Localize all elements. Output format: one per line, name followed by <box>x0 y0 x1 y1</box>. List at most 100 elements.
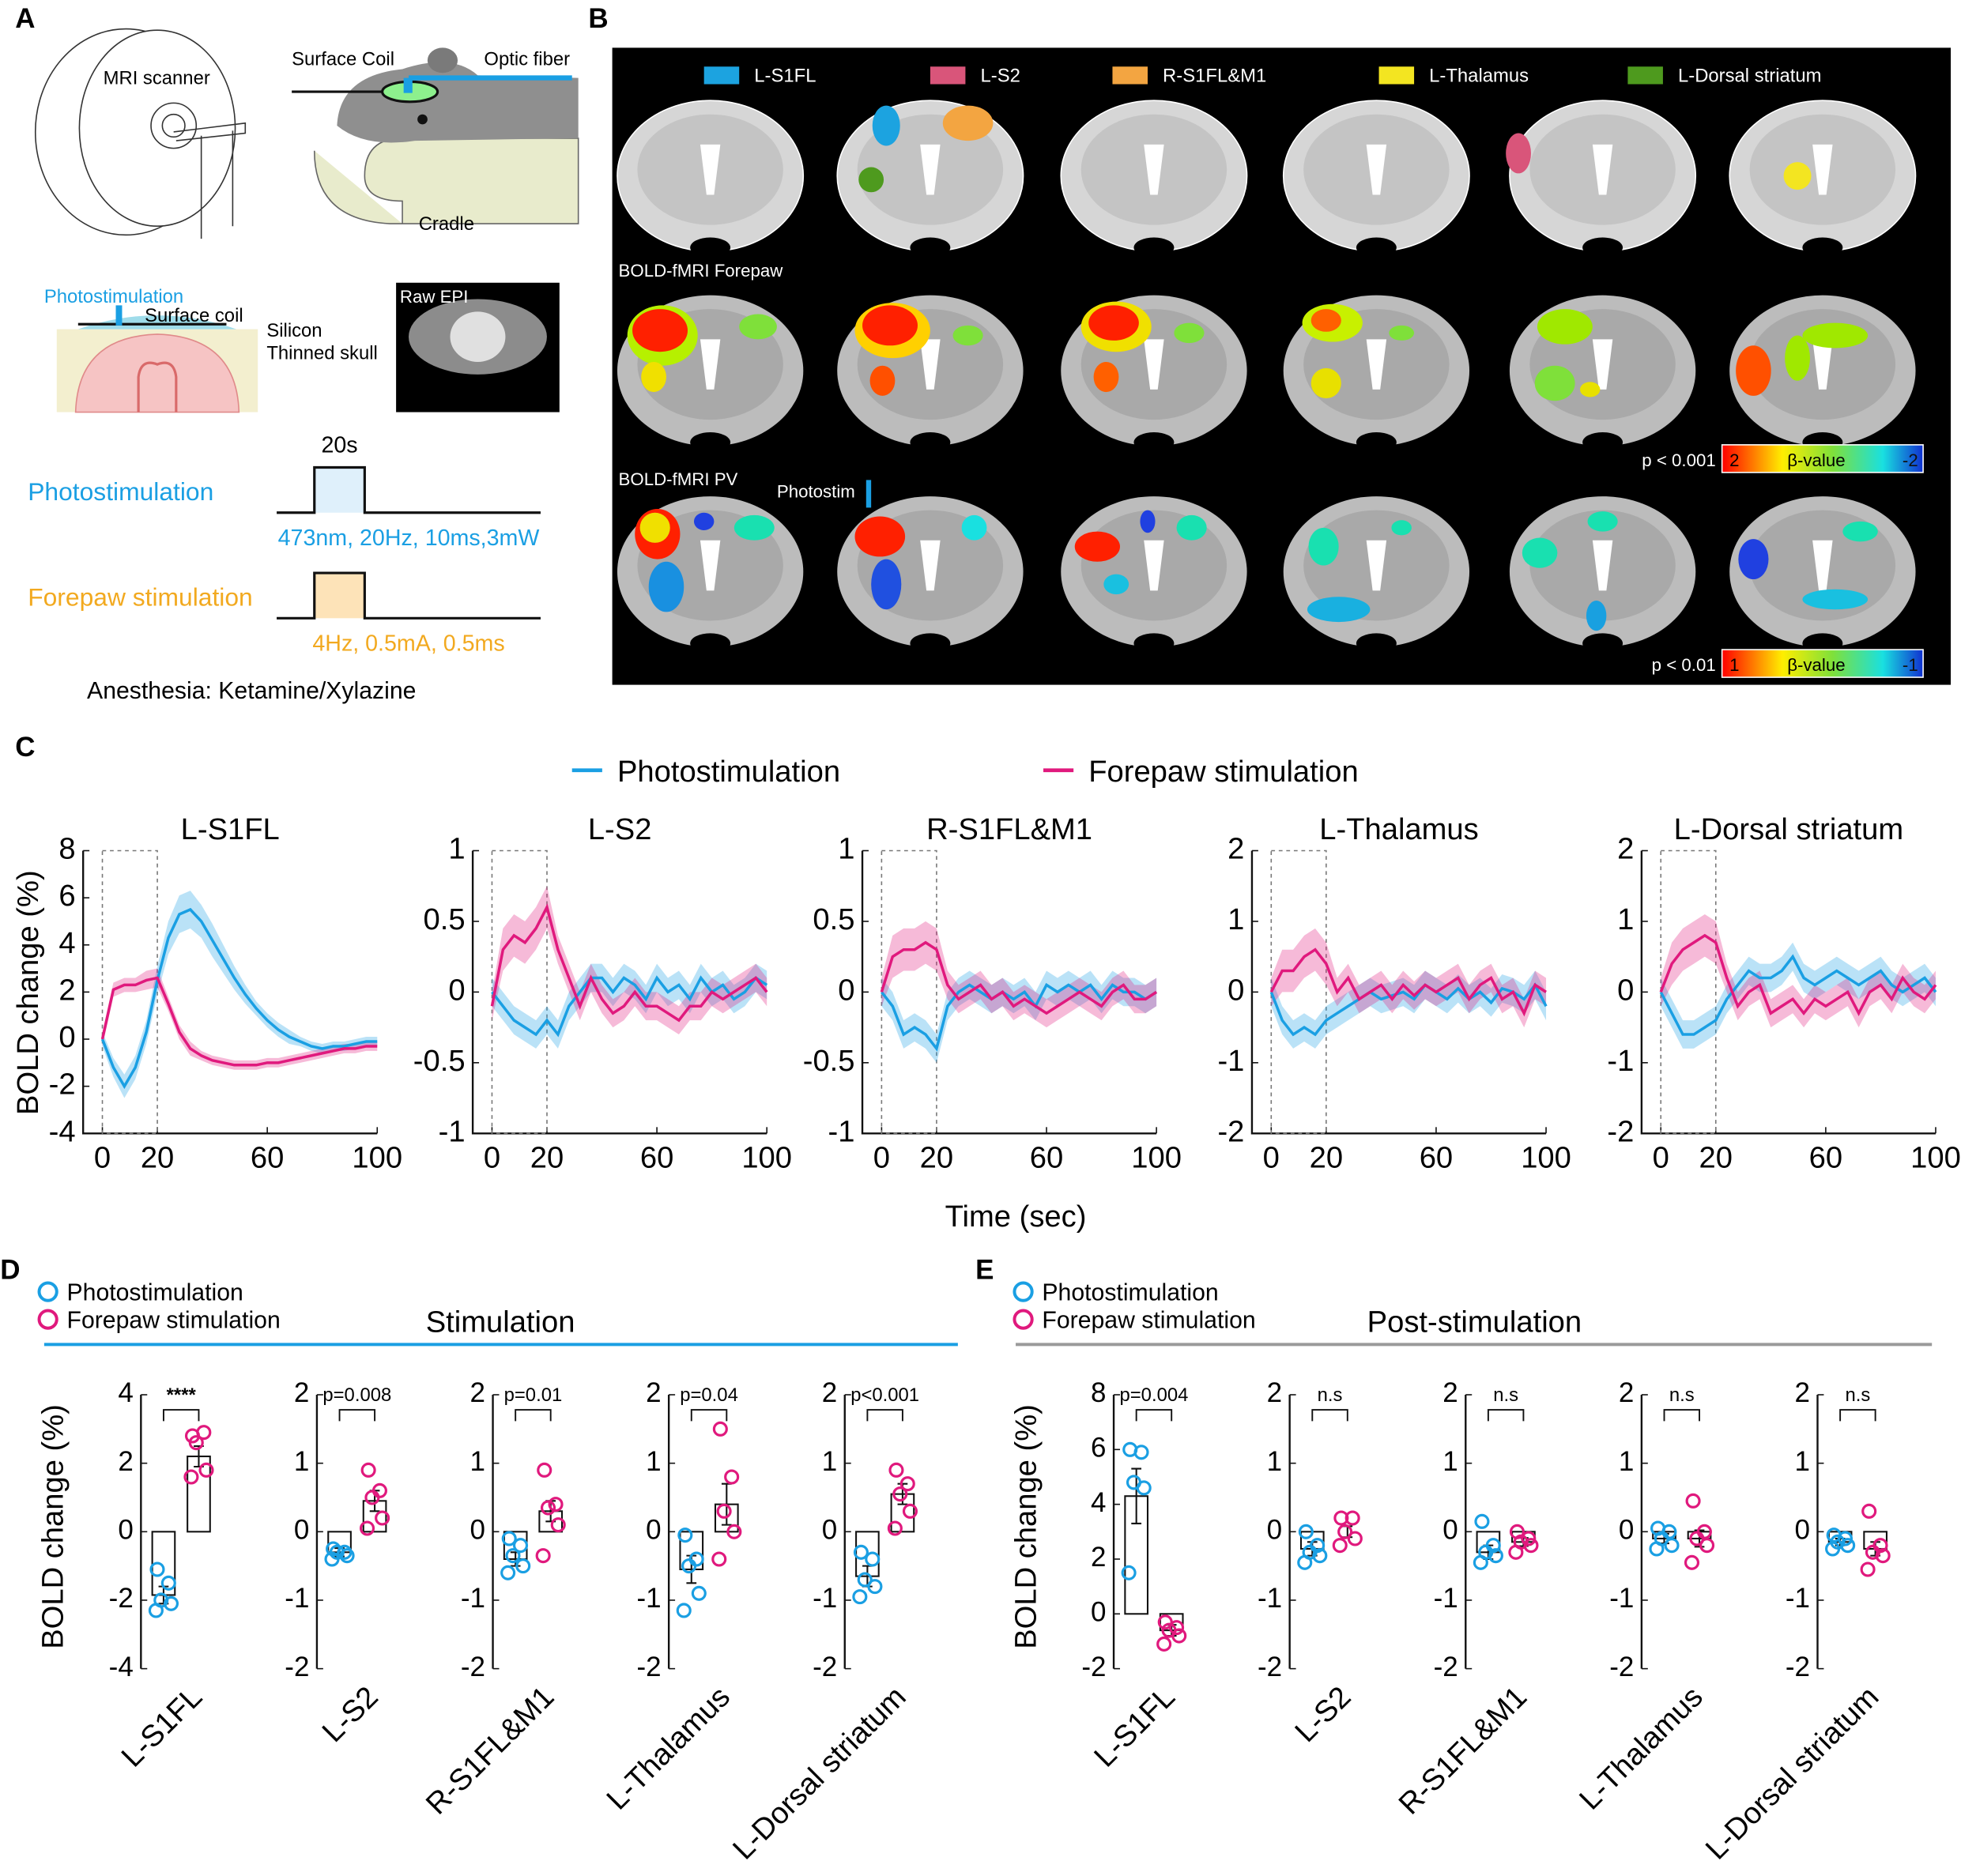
activation-blob <box>1174 322 1205 344</box>
panel-label: D <box>0 1255 20 1286</box>
section-title: Post-stimulation <box>1367 1305 1582 1339</box>
silicon-label: Silicon <box>266 320 322 341</box>
line <box>491 975 768 1038</box>
colorbar <box>1721 444 1924 473</box>
y-tick-label: 1 <box>1442 1446 1458 1477</box>
y-tick-label: -1 <box>813 1583 837 1614</box>
skull-label: Thinned skull <box>266 343 378 364</box>
y-tick-label: -1 <box>1607 1044 1634 1078</box>
category-label: L-Dorsal striatum <box>726 1680 913 1867</box>
colorbar-label: β-value <box>1787 450 1845 470</box>
scanner-label: MRI scanner <box>104 68 210 89</box>
ventricles <box>1366 144 1387 195</box>
ventricles <box>1592 144 1613 195</box>
activation-blob <box>872 105 900 146</box>
data-point <box>1136 1480 1152 1496</box>
activation-blob <box>632 309 688 352</box>
y-tick-label: 2 <box>1795 1377 1810 1408</box>
error-band <box>492 886 767 1035</box>
legend-marker <box>1013 1309 1034 1330</box>
x-tick-label: 0 <box>94 1141 111 1175</box>
y-tick-label: -1 <box>637 1583 662 1614</box>
x-tick-label: 0 <box>484 1141 500 1175</box>
y-tick-label: 6 <box>58 879 75 913</box>
midline-gap <box>1133 431 1175 453</box>
activation-blob <box>641 361 666 393</box>
activation-blob <box>858 167 884 193</box>
x-tick-label: 0 <box>1263 1141 1280 1175</box>
activation-blob <box>1579 382 1601 397</box>
y-tick-label: -2 <box>1607 1114 1634 1148</box>
data-point <box>852 1589 868 1605</box>
y-tick-label: 4 <box>58 926 75 960</box>
x-tick-label: 100 <box>1131 1141 1182 1175</box>
y-tick-label: 4 <box>118 1377 133 1408</box>
category-label: L-S1FL <box>115 1680 209 1774</box>
stimulus-window <box>101 849 158 1135</box>
roi-swatch <box>1378 66 1415 85</box>
coil-label: Surface Coil <box>292 49 394 70</box>
activation-blob <box>1140 510 1156 533</box>
data-point <box>375 1510 390 1526</box>
midline-gap <box>1582 633 1623 654</box>
midline-gap <box>1133 633 1175 654</box>
midline-gap <box>1356 431 1397 453</box>
activation-blob <box>1103 574 1129 595</box>
y-tick-label: -1 <box>1609 1583 1634 1614</box>
data-point <box>1488 1548 1503 1564</box>
raw-epi-core <box>450 311 506 362</box>
y-axis-label: BOLD change (%) <box>36 1404 70 1649</box>
y-tick-label: 0 <box>646 1515 661 1546</box>
y-tick-label: -2 <box>1258 1652 1282 1682</box>
y-tick-label: 0 <box>1617 973 1634 1007</box>
y-tick-label: -2 <box>109 1583 134 1614</box>
activation-blob <box>1802 322 1869 348</box>
roi-legend-label: L-Dorsal striatum <box>1678 65 1822 86</box>
cradle-label: Cradle <box>419 213 474 235</box>
ventricles <box>1144 339 1164 390</box>
activation-blob <box>1506 133 1531 174</box>
activation-blob <box>733 514 775 541</box>
annotation: **** <box>167 1384 197 1406</box>
annotation: p<0.001 <box>850 1384 919 1406</box>
y-tick-label: 0 <box>1442 1515 1458 1546</box>
data-point <box>501 1531 517 1546</box>
roi-legend-label: R-S1FL&M1 <box>1163 65 1266 86</box>
activation-blob <box>1176 514 1207 541</box>
error-band <box>881 970 1157 1063</box>
line <box>1659 933 1937 1017</box>
ventricles <box>1592 339 1613 390</box>
annotation: p=0.004 <box>1120 1384 1189 1406</box>
ventricles <box>1592 540 1613 591</box>
roi-legend-label: L-S2 <box>981 65 1020 86</box>
y-tick-label: -2 <box>1434 1652 1458 1682</box>
activation-blob <box>1738 539 1769 580</box>
y-tick-label: 0.5 <box>813 902 854 936</box>
activation-blob <box>1088 305 1139 341</box>
fiber-label: Optic fiber <box>484 49 570 70</box>
midline-gap <box>1802 633 1843 654</box>
y-tick-label: -1 <box>461 1583 485 1614</box>
x-tick-label: 20 <box>920 1141 953 1175</box>
line <box>880 982 1158 1052</box>
data-point <box>148 1603 164 1618</box>
data-point <box>1298 1524 1314 1539</box>
data-point <box>1344 1510 1360 1526</box>
data-point <box>711 1551 727 1567</box>
fiber-tip <box>403 77 413 93</box>
activation-blob <box>871 559 902 610</box>
y-tick-label: -2 <box>1786 1652 1810 1682</box>
data-point <box>196 1425 212 1441</box>
category-label: L-Dorsal striatum <box>1699 1680 1886 1867</box>
ventricles <box>1144 144 1164 195</box>
data-point <box>853 1544 869 1560</box>
legend-label: Photostimulation <box>1042 1280 1218 1306</box>
data-point <box>857 1572 873 1588</box>
colorbar-min: -1 <box>1903 655 1918 675</box>
y-tick-label: -1 <box>439 1114 466 1148</box>
y-tick-label: 1 <box>294 1446 309 1477</box>
y-tick-label: 0 <box>1795 1515 1810 1546</box>
data-point <box>1860 1561 1876 1577</box>
data-point <box>540 1500 556 1516</box>
x-tick-label: 20 <box>1310 1141 1343 1175</box>
